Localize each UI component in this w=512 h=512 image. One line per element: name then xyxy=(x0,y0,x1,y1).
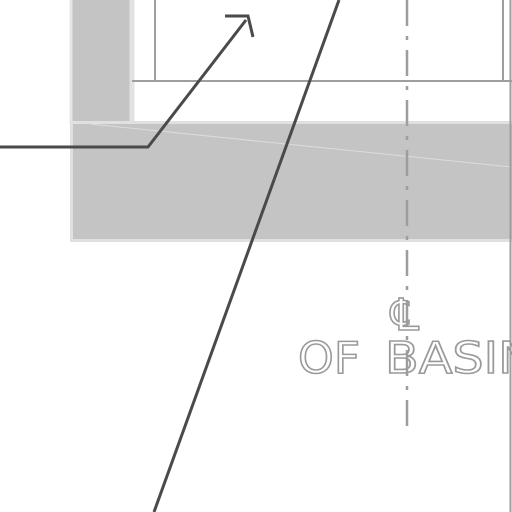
label-basin: BASIN xyxy=(385,333,512,384)
label-of: OF xyxy=(298,333,360,384)
vertical-wall xyxy=(70,0,132,124)
diagonal-leader-line xyxy=(152,0,341,512)
base-slab xyxy=(70,121,512,242)
callout-leader xyxy=(0,19,248,149)
centerline-symbol: ℄ xyxy=(390,290,420,341)
arrowhead-icon xyxy=(225,14,255,38)
